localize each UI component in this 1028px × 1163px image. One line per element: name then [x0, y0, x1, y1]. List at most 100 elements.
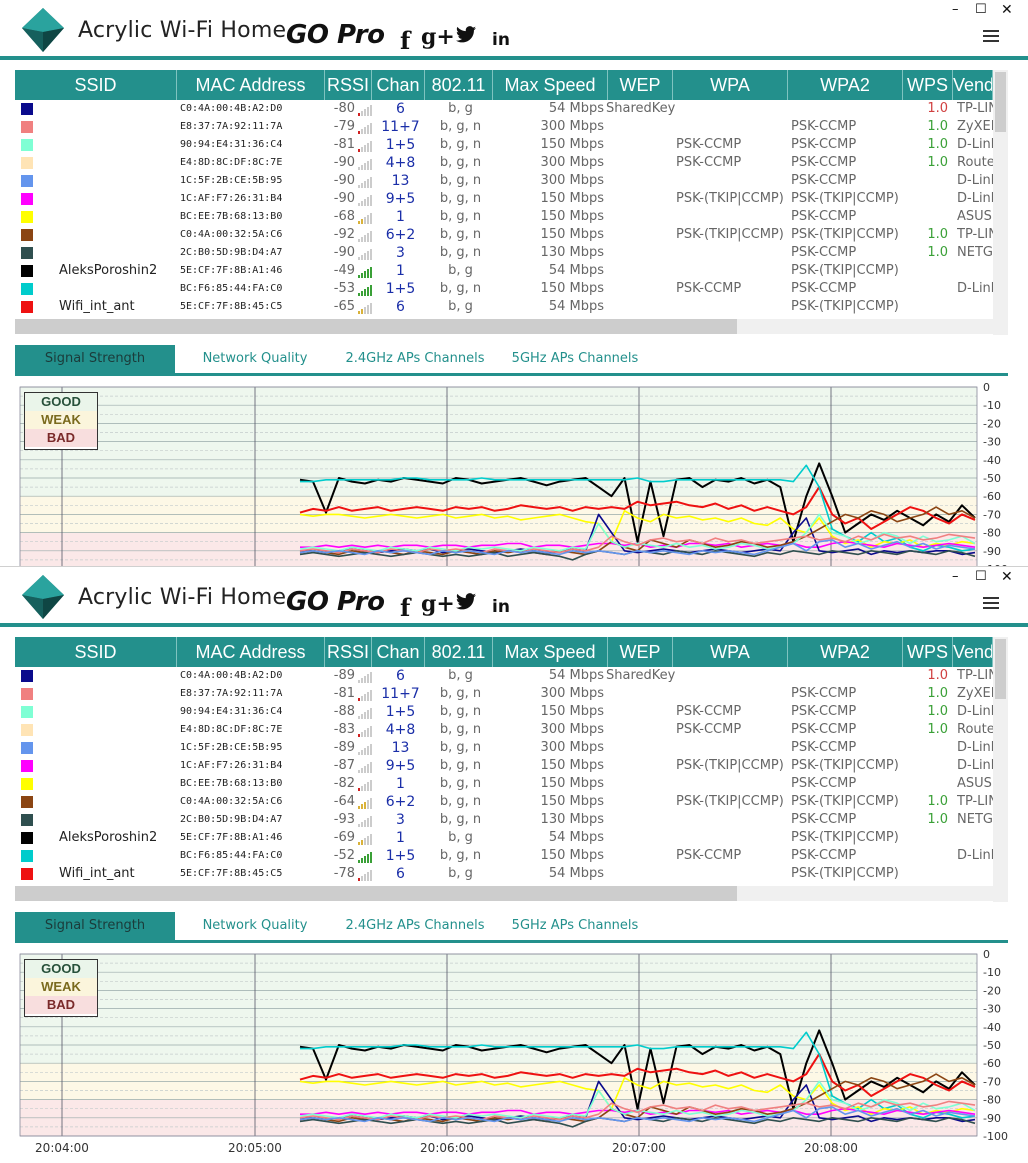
column-header-rssi[interactable]: RSSI	[325, 637, 372, 667]
tab-network-quality[interactable]: Network Quality	[202, 918, 308, 933]
hamburger-menu-icon[interactable]	[983, 30, 999, 44]
close-button[interactable]: ✕	[1001, 2, 1013, 18]
cell-wps: 1.0	[927, 101, 948, 116]
horizontal-scrollbar[interactable]	[15, 319, 993, 334]
minimize-button[interactable]: –	[952, 569, 959, 584]
cell-wpa2: PSK-CCMP	[791, 848, 857, 863]
column-header-mac[interactable]: MAC Address	[177, 637, 325, 667]
maximize-button[interactable]: ☐	[975, 2, 987, 17]
column-header-wpa[interactable]: WPA	[673, 637, 788, 667]
cell-speed: 150 Mbps	[540, 227, 604, 242]
google-plus-icon[interactable]: g+	[421, 24, 455, 50]
column-header-chan[interactable]: Chan	[372, 637, 425, 667]
table-row[interactable]: BC:EE:7B:68:13:B0 1 b, g, n 150 Mbps PSK-CCM…	[15, 775, 993, 793]
maximize-button[interactable]: ☐	[975, 569, 987, 584]
column-header-std[interactable]: 802.11	[425, 70, 493, 100]
table-row[interactable]: Wifi_int_ant 5E:CF:7F:8B:45:C5 6 b, g 54 Mbp…	[15, 865, 993, 883]
table-row[interactable]: 1C:AF:F7:26:31:B4 9+5 b, g, n 150 Mbps PSK-(…	[15, 190, 993, 208]
table-row[interactable]: E4:8D:8C:DF:8C:7E 4+8 b, g, n 300 Mbps PSK-C…	[15, 721, 993, 739]
column-header-wpa[interactable]: WPA	[673, 70, 788, 100]
cell-ssid	[59, 208, 179, 226]
cell-rssi: -49	[333, 263, 355, 278]
cell-wps	[908, 739, 948, 757]
table-row[interactable]: E8:37:7A:92:11:7A 11+7 b, g, n 300 Mbps PSK-…	[15, 685, 993, 703]
cell-ssid	[59, 757, 179, 775]
tab-signal-strength[interactable]: Signal Strength	[15, 912, 175, 940]
go-pro-button[interactable]: GO Pro	[286, 20, 385, 50]
cell-mac: 2C:B0:5D:9B:D4:A7	[180, 814, 283, 825]
cell-mac: BC:F6:85:44:FA:C0	[180, 283, 283, 294]
table-row[interactable]: 2C:B0:5D:9B:D4:A7 3 b, g, n 130 Mbps PSK-CCM…	[15, 811, 993, 829]
table-row[interactable]: 2C:B0:5D:9B:D4:A7 3 b, g, n 130 Mbps PSK-CCM…	[15, 244, 993, 262]
close-button[interactable]: ✕	[1001, 569, 1013, 585]
table-row[interactable]: 1C:5F:2B:CE:5B:95 13 b, g, n 300 Mbps PSK-CC…	[15, 172, 993, 190]
series-line-7	[299, 513, 976, 552]
table-row[interactable]: E8:37:7A:92:11:7A 11+7 b, g, n 300 Mbps PSK-…	[15, 118, 993, 136]
tab-5ghz-aps-channels[interactable]: 5GHz APs Channels	[511, 918, 639, 933]
cell-chan: 6	[396, 101, 405, 117]
table-row[interactable]: C0:4A:00:32:5A:C6 6+2 b, g, n 150 Mbps PSK-(…	[15, 226, 993, 244]
linkedin-icon[interactable]: in	[492, 30, 510, 50]
tab-5ghz-aps-channels[interactable]: 5GHz APs Channels	[511, 351, 639, 366]
cell-vendor: TP-LINK	[957, 794, 993, 809]
table-row[interactable]: BC:EE:7B:68:13:B0 1 b, g, n 150 Mbps PSK-CCM…	[15, 208, 993, 226]
tab-signal-strength[interactable]: Signal Strength	[15, 345, 175, 373]
go-pro-button[interactable]: GO Pro	[286, 587, 385, 617]
twitter-icon[interactable]	[456, 593, 476, 610]
column-header-ssid[interactable]: SSID	[15, 70, 177, 100]
table-row[interactable]: C0:4A:00:4B:A2:D0 6 b, g 54 Mbps SharedKey 1.…	[15, 667, 993, 685]
table-row[interactable]: 90:94:E4:31:36:C4 1+5 b, g, n 150 Mbps PSK-C…	[15, 136, 993, 154]
signal-bars-icon	[358, 248, 372, 260]
linkedin-icon[interactable]: in	[492, 597, 510, 617]
table-row[interactable]: AleksPoroshin2 5E:CF:7F:8B:A1:46 1 b, g 54 M…	[15, 262, 993, 280]
legend-bad: BAD	[25, 996, 97, 1014]
column-header-wep[interactable]: WEP	[608, 70, 673, 100]
cell-std: b, g, n	[439, 686, 482, 701]
vertical-scrollbar[interactable]	[993, 637, 1008, 902]
signal-bars-icon	[358, 194, 372, 206]
hamburger-menu-icon[interactable]	[983, 597, 999, 611]
column-header-vendor[interactable]: Vendor	[953, 70, 993, 100]
x-tick-label: 20:05:00	[228, 1141, 282, 1155]
cell-chan: 3	[396, 245, 405, 261]
column-header-speed[interactable]: Max Speed	[493, 70, 608, 100]
column-header-rssi[interactable]: RSSI	[325, 70, 372, 100]
vertical-scrollbar[interactable]	[993, 70, 1008, 335]
legend-bad: BAD	[25, 429, 97, 447]
column-header-wps[interactable]: WPS	[903, 637, 953, 667]
y-tick-label: -100	[983, 563, 1008, 566]
facebook-icon[interactable]: f	[400, 593, 411, 622]
table-row[interactable]: BC:F6:85:44:FA:C0 1+5 b, g, n 150 Mbps PSK-C…	[15, 280, 993, 298]
cell-vendor	[957, 298, 993, 316]
table-row[interactable]: BC:F6:85:44:FA:C0 1+5 b, g, n 150 Mbps PSK-C…	[15, 847, 993, 865]
column-header-mac[interactable]: MAC Address	[177, 70, 325, 100]
table-row[interactable]: E4:8D:8C:DF:8C:7E 4+8 b, g, n 300 Mbps PSK-C…	[15, 154, 993, 172]
tab-2-4ghz-aps-channels[interactable]: 2.4GHz APs Channels	[345, 918, 485, 933]
table-row[interactable]: Wifi_int_ant 5E:CF:7F:8B:45:C5 6 b, g 54 Mbp…	[15, 298, 993, 316]
y-tick-label: -40	[983, 454, 1001, 467]
table-row[interactable]: AleksPoroshin2 5E:CF:7F:8B:A1:46 1 b, g 54 M…	[15, 829, 993, 847]
twitter-icon[interactable]	[456, 26, 476, 43]
table-row[interactable]: C0:4A:00:32:5A:C6 6+2 b, g, n 150 Mbps PSK-(…	[15, 793, 993, 811]
column-header-vendor[interactable]: Vendor	[953, 637, 993, 667]
column-header-wps[interactable]: WPS	[903, 70, 953, 100]
horizontal-scrollbar[interactable]	[15, 886, 993, 901]
table-row[interactable]: 1C:5F:2B:CE:5B:95 13 b, g, n 300 Mbps PSK-CC…	[15, 739, 993, 757]
column-header-std[interactable]: 802.11	[425, 637, 493, 667]
google-plus-icon[interactable]: g+	[421, 591, 455, 617]
table-row[interactable]: 1C:AF:F7:26:31:B4 9+5 b, g, n 150 Mbps PSK-(…	[15, 757, 993, 775]
tab-network-quality[interactable]: Network Quality	[202, 351, 308, 366]
column-header-speed[interactable]: Max Speed	[493, 637, 608, 667]
table-row[interactable]: 90:94:E4:31:36:C4 1+5 b, g, n 150 Mbps PSK-C…	[15, 703, 993, 721]
minimize-button[interactable]: –	[952, 2, 959, 17]
tab-2-4ghz-aps-channels[interactable]: 2.4GHz APs Channels	[345, 351, 485, 366]
column-header-wpa2[interactable]: WPA2	[788, 70, 903, 100]
column-header-ssid[interactable]: SSID	[15, 637, 177, 667]
column-header-wep[interactable]: WEP	[608, 637, 673, 667]
column-header-wpa2[interactable]: WPA2	[788, 637, 903, 667]
facebook-icon[interactable]: f	[400, 26, 411, 55]
cell-wpa2: PSK-CCMP	[791, 281, 857, 296]
column-header-chan[interactable]: Chan	[372, 70, 425, 100]
table-row[interactable]: C0:4A:00:4B:A2:D0 6 b, g 54 Mbps SharedKey 1.…	[15, 100, 993, 118]
cell-wep	[606, 757, 676, 775]
